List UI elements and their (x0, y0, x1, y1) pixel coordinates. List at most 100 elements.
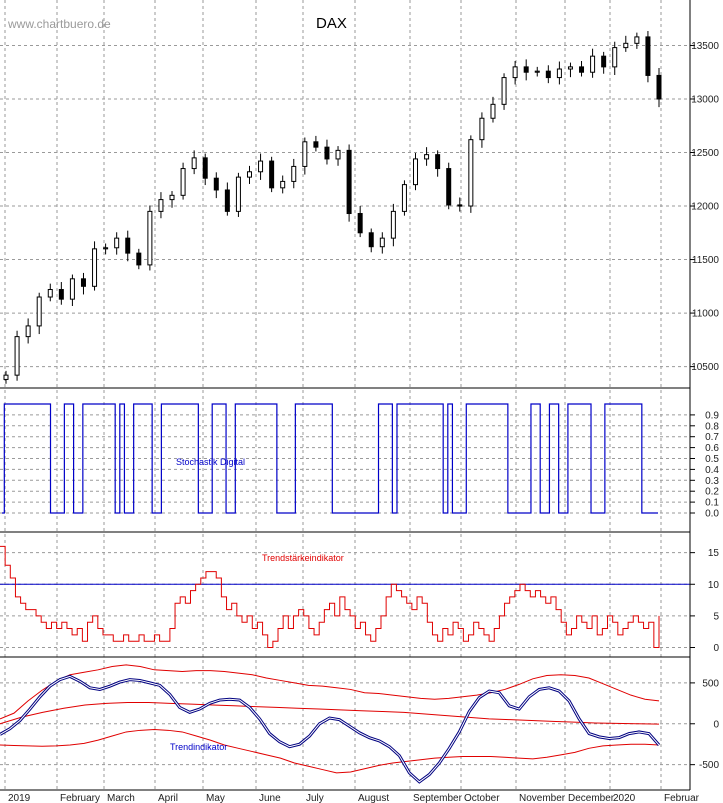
candle-body (468, 139, 474, 207)
stochastic-line (2, 403, 658, 514)
candle-body (147, 210, 153, 266)
candle-body (169, 194, 175, 201)
candle-body (269, 160, 275, 189)
candle-body (612, 47, 618, 68)
candle-body (69, 278, 75, 300)
candle-body (556, 68, 562, 79)
candle-body (656, 74, 662, 100)
candle-body (390, 210, 396, 239)
candle-body (590, 55, 596, 73)
y-tick-label: 500 (702, 678, 719, 689)
candle-body (335, 149, 341, 160)
candle-body (313, 141, 319, 148)
y-tick-label: 0.9 (705, 410, 719, 421)
candle-body (446, 168, 452, 206)
x-tick-label: May (206, 793, 225, 803)
price-panel (3, 31, 662, 384)
y-tick-label: 10500 (691, 362, 719, 373)
trend-indicator-panel (0, 664, 661, 784)
y-tick-label: 0.7 (705, 432, 719, 443)
y-tick-label: 0 (713, 719, 719, 730)
candle-body (3, 374, 9, 380)
y-tick-label: 0.4 (705, 465, 719, 476)
y-tick-label: 0.0 (705, 509, 719, 520)
stochastic-label: Stochastik Digital (176, 457, 245, 467)
candle-body (457, 204, 463, 207)
x-tick-label: November (519, 793, 566, 803)
grid-layer (0, 0, 690, 790)
candle-body (92, 248, 98, 287)
y-tick-label: 13000 (691, 94, 719, 105)
candle-body (280, 180, 286, 189)
y-tick-label: 10 (708, 580, 720, 591)
y-tick-label: 0 (713, 643, 719, 654)
y-tick-label: 0.2 (705, 487, 719, 498)
candle-body (25, 325, 31, 338)
candle-body (601, 55, 607, 68)
y-tick-label: 5 (713, 611, 719, 622)
candle-body (368, 232, 374, 248)
y-tick-label: 0.1 (705, 498, 719, 509)
watermark: www.chartbuero.de (7, 17, 111, 31)
x-tick-label: September (413, 793, 463, 803)
trend-strength-panel (0, 545, 690, 649)
candle-body (202, 157, 208, 179)
candle-body (36, 296, 42, 327)
y-tick-label: 11500 (692, 255, 720, 266)
candle-body (435, 154, 441, 170)
trend-strength-line (0, 545, 660, 649)
candle-body (191, 157, 197, 170)
candle-body (258, 160, 264, 173)
candle-body (523, 66, 529, 73)
candle-body (512, 66, 518, 79)
trend-indicator-line-inner (0, 675, 660, 783)
candle-body (346, 149, 352, 215)
candle-body (413, 158, 419, 186)
x-tick-label: August (358, 793, 389, 803)
candle-body (645, 36, 651, 76)
candle-body (125, 237, 131, 254)
candle-body (357, 213, 363, 234)
candle-body (324, 146, 330, 160)
candle-body (224, 189, 230, 212)
x-tick-label: December (568, 793, 615, 803)
trend-strength-label: Trendstärkeindikator (262, 553, 344, 563)
x-tick-label: July (306, 793, 324, 803)
candle-body (490, 103, 496, 119)
lower-band-line (0, 728, 660, 774)
candle-body (634, 36, 640, 44)
candle-body (235, 176, 241, 212)
y-tick-label: 12000 (691, 202, 719, 213)
middle-band-line (0, 702, 660, 725)
chart-title: DAX (316, 15, 347, 32)
y-tick-label: 15 (708, 548, 720, 559)
x-tick-label: June (259, 793, 281, 803)
candle-body (58, 289, 64, 300)
x-tick-label: February (60, 793, 100, 803)
y-tick-label: 0.8 (705, 421, 719, 432)
candle-body (501, 77, 507, 105)
upper-band-line (0, 664, 660, 720)
candle-body (545, 70, 551, 79)
x-tick-label: October (464, 793, 500, 803)
candle-body (379, 237, 385, 248)
y-tick-label: 11000 (692, 309, 720, 320)
y-tick-label: 0.3 (705, 476, 719, 487)
candle-body (114, 237, 120, 249)
candle-body (180, 168, 186, 196)
candle-body (47, 289, 53, 298)
y-tick-label: 0.6 (705, 443, 719, 454)
candle-body (479, 117, 485, 141)
x-tick-label: 2020 (613, 793, 636, 803)
candle-body (579, 66, 585, 73)
y-tick-label: 12500 (691, 148, 719, 159)
candle-body (567, 66, 573, 70)
candle-body (291, 165, 297, 182)
candle-body (623, 42, 629, 49)
x-tick-label: April (158, 793, 178, 803)
candle-body (401, 184, 407, 212)
stochastic-panel (2, 403, 658, 514)
